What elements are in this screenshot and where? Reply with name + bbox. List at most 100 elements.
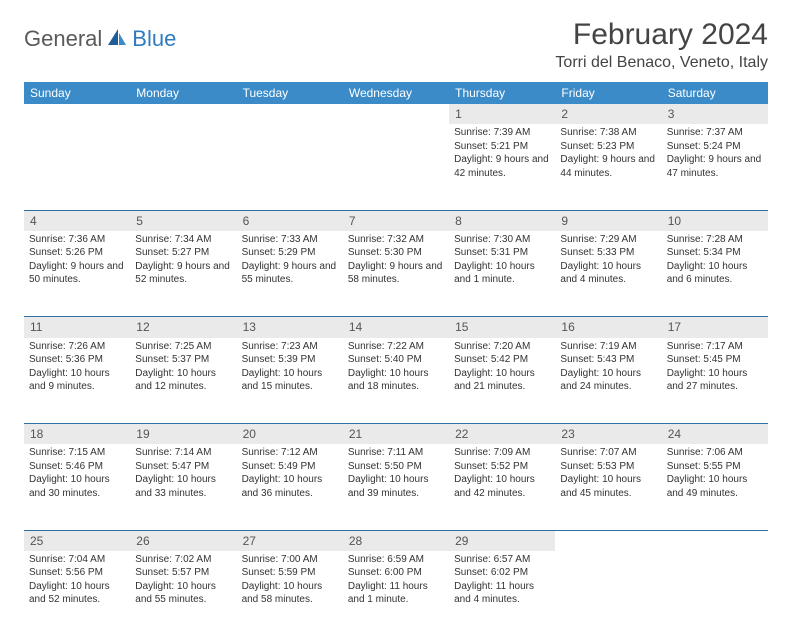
sunrise-line: Sunrise: 7:14 AM xyxy=(135,446,231,460)
daylight-line: Daylight: 10 hours and 4 minutes. xyxy=(560,260,656,287)
sunset-line: Sunset: 5:52 PM xyxy=(454,460,550,474)
daylight-line: Daylight: 10 hours and 55 minutes. xyxy=(135,580,231,607)
day-detail-cell: Sunrise: 7:38 AMSunset: 5:23 PMDaylight:… xyxy=(555,124,661,210)
sunset-line: Sunset: 5:33 PM xyxy=(560,246,656,260)
day-number-row: 18192021222324 xyxy=(24,424,768,445)
day-number-cell: 4 xyxy=(24,210,130,231)
daylight-line: Daylight: 11 hours and 1 minute. xyxy=(348,580,444,607)
weekday-header: Friday xyxy=(555,82,661,104)
day-detail-row: Sunrise: 7:26 AMSunset: 5:36 PMDaylight:… xyxy=(24,338,768,424)
day-detail-cell: Sunrise: 7:33 AMSunset: 5:29 PMDaylight:… xyxy=(237,231,343,317)
logo-text-blue: Blue xyxy=(132,26,176,52)
day-detail-cell: Sunrise: 7:34 AMSunset: 5:27 PMDaylight:… xyxy=(130,231,236,317)
day-number-cell xyxy=(555,530,661,551)
daylight-line: Daylight: 10 hours and 1 minute. xyxy=(454,260,550,287)
daylight-line: Daylight: 10 hours and 58 minutes. xyxy=(242,580,338,607)
sunset-line: Sunset: 5:57 PM xyxy=(135,566,231,580)
sunrise-line: Sunrise: 6:57 AM xyxy=(454,553,550,567)
day-detail-cell xyxy=(24,124,130,210)
day-number-cell: 12 xyxy=(130,317,236,338)
day-detail-cell: Sunrise: 7:09 AMSunset: 5:52 PMDaylight:… xyxy=(449,444,555,530)
sunrise-line: Sunrise: 6:59 AM xyxy=(348,553,444,567)
day-detail-row: Sunrise: 7:15 AMSunset: 5:46 PMDaylight:… xyxy=(24,444,768,530)
day-number-cell: 5 xyxy=(130,210,236,231)
sunset-line: Sunset: 6:00 PM xyxy=(348,566,444,580)
day-number-cell xyxy=(237,104,343,124)
day-detail-cell xyxy=(237,124,343,210)
daylight-line: Daylight: 9 hours and 50 minutes. xyxy=(29,260,125,287)
daylight-line: Daylight: 10 hours and 52 minutes. xyxy=(29,580,125,607)
sunset-line: Sunset: 5:21 PM xyxy=(454,140,550,154)
day-number-cell: 13 xyxy=(237,317,343,338)
location: Torri del Benaco, Veneto, Italy xyxy=(555,54,768,72)
sunrise-line: Sunrise: 7:39 AM xyxy=(454,126,550,140)
day-detail-cell: Sunrise: 7:28 AMSunset: 5:34 PMDaylight:… xyxy=(662,231,768,317)
sunrise-line: Sunrise: 7:30 AM xyxy=(454,233,550,247)
daylight-line: Daylight: 10 hours and 15 minutes. xyxy=(242,367,338,394)
day-detail-cell: Sunrise: 7:06 AMSunset: 5:55 PMDaylight:… xyxy=(662,444,768,530)
sunrise-line: Sunrise: 7:07 AM xyxy=(560,446,656,460)
sunrise-line: Sunrise: 7:33 AM xyxy=(242,233,338,247)
day-detail-cell: Sunrise: 7:30 AMSunset: 5:31 PMDaylight:… xyxy=(449,231,555,317)
sunset-line: Sunset: 5:29 PM xyxy=(242,246,338,260)
day-number-row: 11121314151617 xyxy=(24,317,768,338)
sunrise-line: Sunrise: 7:17 AM xyxy=(667,340,763,354)
day-number-cell xyxy=(343,104,449,124)
day-detail-cell: Sunrise: 7:36 AMSunset: 5:26 PMDaylight:… xyxy=(24,231,130,317)
day-number-cell xyxy=(24,104,130,124)
day-detail-cell: Sunrise: 7:15 AMSunset: 5:46 PMDaylight:… xyxy=(24,444,130,530)
day-number-cell: 10 xyxy=(662,210,768,231)
sunset-line: Sunset: 5:59 PM xyxy=(242,566,338,580)
daylight-line: Daylight: 10 hours and 36 minutes. xyxy=(242,473,338,500)
sunrise-line: Sunrise: 7:32 AM xyxy=(348,233,444,247)
day-number-cell: 22 xyxy=(449,424,555,445)
day-number-cell: 16 xyxy=(555,317,661,338)
day-detail-cell xyxy=(662,551,768,637)
sunset-line: Sunset: 5:23 PM xyxy=(560,140,656,154)
day-detail-cell: Sunrise: 7:39 AMSunset: 5:21 PMDaylight:… xyxy=(449,124,555,210)
day-detail-cell: Sunrise: 6:57 AMSunset: 6:02 PMDaylight:… xyxy=(449,551,555,637)
day-number-cell: 14 xyxy=(343,317,449,338)
daylight-line: Daylight: 9 hours and 42 minutes. xyxy=(454,153,550,180)
logo-sail-icon xyxy=(106,27,128,52)
weekday-header: Tuesday xyxy=(237,82,343,104)
weekday-header: Monday xyxy=(130,82,236,104)
header: General Blue February 2024 Torri del Ben… xyxy=(24,18,768,72)
day-number-cell: 7 xyxy=(343,210,449,231)
sunrise-line: Sunrise: 7:22 AM xyxy=(348,340,444,354)
day-number-cell xyxy=(130,104,236,124)
sunrise-line: Sunrise: 7:34 AM xyxy=(135,233,231,247)
day-detail-cell: Sunrise: 7:19 AMSunset: 5:43 PMDaylight:… xyxy=(555,338,661,424)
month-title: February 2024 xyxy=(555,18,768,52)
day-detail-cell: Sunrise: 7:02 AMSunset: 5:57 PMDaylight:… xyxy=(130,551,236,637)
logo: General Blue xyxy=(24,26,176,52)
sunrise-line: Sunrise: 7:25 AM xyxy=(135,340,231,354)
daylight-line: Daylight: 9 hours and 44 minutes. xyxy=(560,153,656,180)
daylight-line: Daylight: 10 hours and 27 minutes. xyxy=(667,367,763,394)
day-detail-cell: Sunrise: 7:14 AMSunset: 5:47 PMDaylight:… xyxy=(130,444,236,530)
day-detail-row: Sunrise: 7:04 AMSunset: 5:56 PMDaylight:… xyxy=(24,551,768,637)
day-number-cell: 28 xyxy=(343,530,449,551)
day-detail-cell: Sunrise: 7:23 AMSunset: 5:39 PMDaylight:… xyxy=(237,338,343,424)
day-detail-cell: Sunrise: 7:04 AMSunset: 5:56 PMDaylight:… xyxy=(24,551,130,637)
daylight-line: Daylight: 10 hours and 24 minutes. xyxy=(560,367,656,394)
sunset-line: Sunset: 5:53 PM xyxy=(560,460,656,474)
sunset-line: Sunset: 5:36 PM xyxy=(29,353,125,367)
day-number-row: 45678910 xyxy=(24,210,768,231)
day-detail-cell xyxy=(343,124,449,210)
daylight-line: Daylight: 9 hours and 47 minutes. xyxy=(667,153,763,180)
weekday-header: Wednesday xyxy=(343,82,449,104)
sunset-line: Sunset: 5:27 PM xyxy=(135,246,231,260)
day-detail-cell: Sunrise: 7:12 AMSunset: 5:49 PMDaylight:… xyxy=(237,444,343,530)
daylight-line: Daylight: 10 hours and 21 minutes. xyxy=(454,367,550,394)
day-number-cell: 24 xyxy=(662,424,768,445)
daylight-line: Daylight: 11 hours and 4 minutes. xyxy=(454,580,550,607)
sunrise-line: Sunrise: 7:19 AM xyxy=(560,340,656,354)
daylight-line: Daylight: 10 hours and 9 minutes. xyxy=(29,367,125,394)
title-block: February 2024 Torri del Benaco, Veneto, … xyxy=(555,18,768,72)
day-detail-cell: Sunrise: 7:25 AMSunset: 5:37 PMDaylight:… xyxy=(130,338,236,424)
daylight-line: Daylight: 10 hours and 33 minutes. xyxy=(135,473,231,500)
day-number-cell: 21 xyxy=(343,424,449,445)
sunrise-line: Sunrise: 7:26 AM xyxy=(29,340,125,354)
day-detail-cell: Sunrise: 7:07 AMSunset: 5:53 PMDaylight:… xyxy=(555,444,661,530)
